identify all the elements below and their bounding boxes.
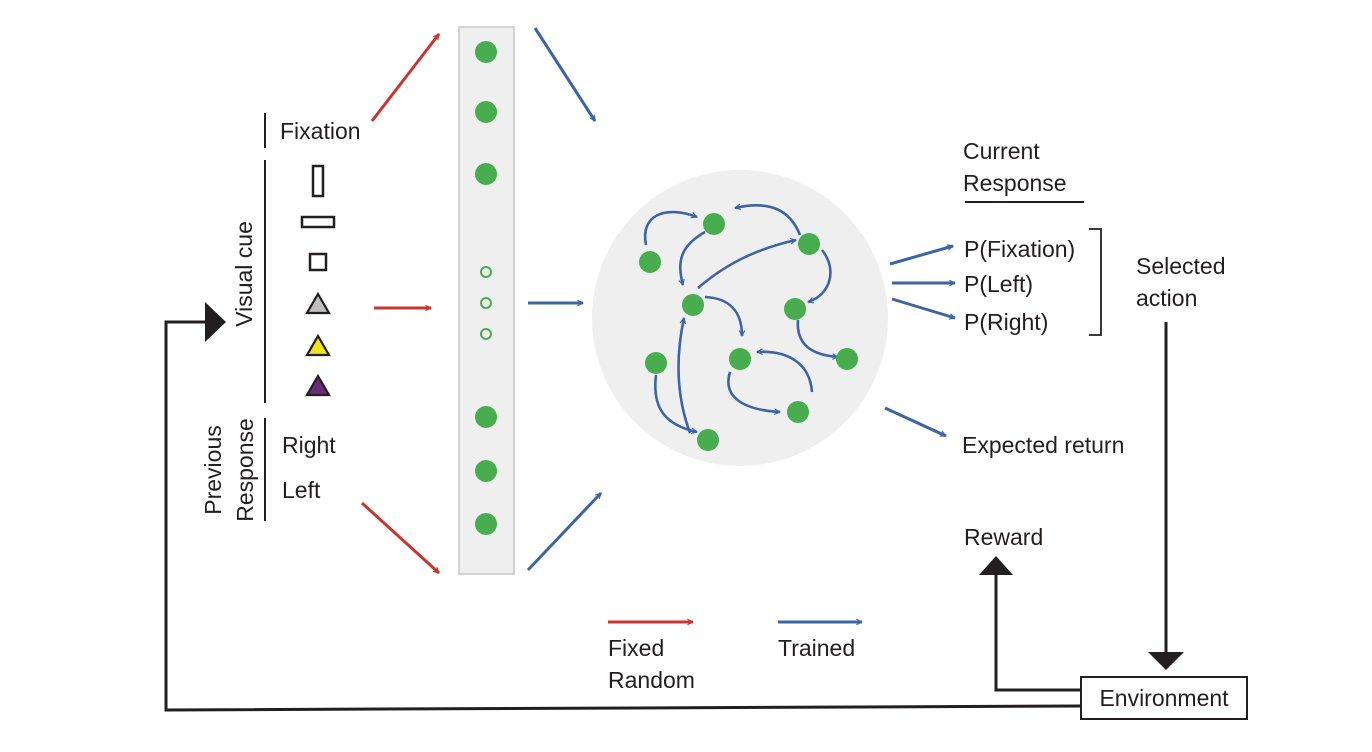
recurrent-connection-arrow [643,210,697,246]
action-bracket [1089,228,1102,336]
recurrent-unit [697,429,719,451]
ellipsis-dot [480,328,492,340]
visual-cue-label: Visual cue [231,221,257,327]
input-to-recurrent-arrow [526,491,603,572]
input-unit [475,41,497,63]
recurrent-unit [639,251,661,273]
input-unit [475,460,497,482]
input-unit [475,101,497,123]
recurrent-connection-arrow [808,249,832,302]
expected-return-label: Expected return [962,432,1124,458]
recurrent-unit [682,294,704,316]
input-unit [475,513,497,535]
p-right-label: P(Right) [964,309,1048,335]
current-label: Current [963,138,1040,164]
arrow-up-icon [979,556,1013,575]
recurrent-unit [836,348,858,370]
recurrent-unit [645,352,667,374]
fixation-label: Fixation [280,118,361,144]
response-label: Response [232,418,258,522]
vertical-bar-icon [311,164,325,198]
gray-triangle-icon [305,291,331,315]
policy-output-arrow [889,246,953,266]
legend-random-label: Random [608,667,695,693]
recurrent-connection-arrow [735,205,802,236]
fixation-input-arrow [370,34,441,122]
selected-label: Selected [1136,253,1226,279]
recurrent-connection-arrow [704,295,742,336]
reward-label: Reward [964,524,1043,550]
environment-to-reward-line [994,574,1081,692]
response-heading-label: Response [963,170,1067,196]
square-icon [308,252,328,272]
legend-fixed-label: Fixed [608,635,664,661]
arrow-down-icon [1148,652,1184,670]
recurrent-connection-arrow [697,240,796,289]
recurrent-unit [703,213,725,235]
recurrent-connection-arrow [680,230,706,285]
right-label: Right [282,432,336,458]
policy-output-arrow [891,297,955,318]
yellow-triangle-icon [305,333,331,357]
value-output-arrow [884,406,946,438]
recurrent-unit [784,298,806,320]
ellipsis-dot [480,266,492,278]
ellipsis-dot [480,297,492,309]
input-unit [475,406,497,428]
p-fixation-label: P(Fixation) [964,236,1075,262]
feedback-loop-line [164,320,1082,712]
recurrent-unit [729,348,751,370]
environment-box [1080,676,1248,720]
recurrent-connection-arrow [796,319,838,357]
environment-label: Environment [1099,685,1229,711]
recurrent-connection-arrow [677,318,692,434]
previous-response-input-arrow [360,501,441,575]
p-left-label: P(Left) [964,271,1033,297]
horizontal-bar-icon [300,215,336,229]
input-unit [475,163,497,185]
legend-trained-label: Trained [778,635,855,661]
recurrent-unit [787,401,809,423]
previous-label: Previous [200,425,226,514]
recurrent-connection-arrow [757,352,814,393]
arrow-right-icon [205,302,226,342]
left-label: Left [282,477,321,503]
recurrent-unit [798,233,820,255]
input-to-recurrent-arrow [533,27,597,121]
recurrent-connections [643,205,838,434]
action-label: action [1136,285,1197,311]
recurrent-connection-arrow [727,371,780,412]
purple-triangle-icon [305,373,331,397]
